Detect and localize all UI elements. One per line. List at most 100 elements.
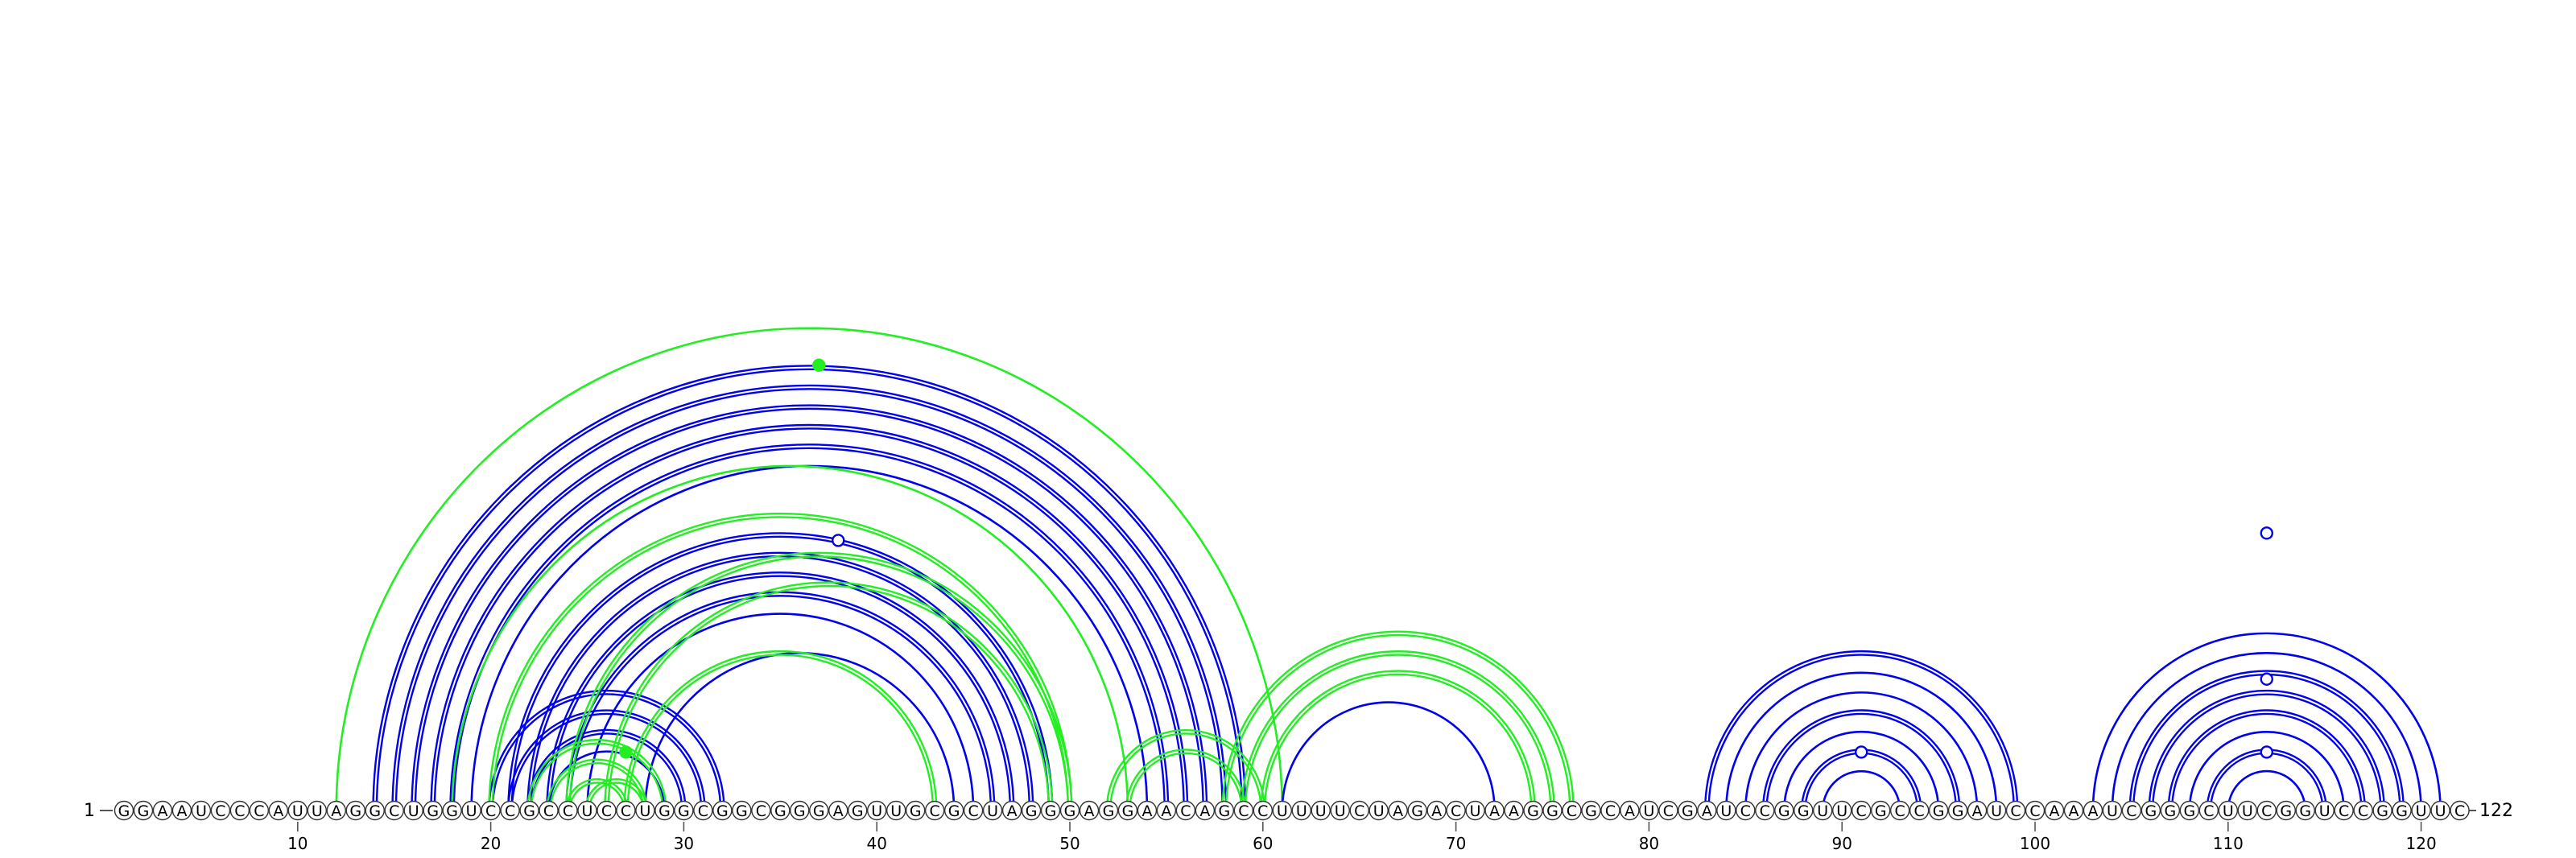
nucleotide: G bbox=[1523, 800, 1543, 821]
nucleotide-letter: C bbox=[1895, 802, 1905, 820]
nucleotide: C bbox=[924, 800, 945, 821]
nucleotide: C bbox=[1175, 800, 1196, 821]
arc-line bbox=[414, 407, 1204, 811]
arc-marker bbox=[619, 745, 633, 759]
nucleotide: U bbox=[1465, 800, 1485, 821]
nucleotide: C bbox=[229, 800, 250, 821]
nucleotide: U bbox=[1986, 800, 2007, 821]
nucleotide: U bbox=[403, 800, 423, 821]
arc-line bbox=[1105, 728, 1266, 811]
nucleotide-letter: C bbox=[2126, 802, 2136, 820]
nucleotide-letter: C bbox=[505, 802, 515, 820]
nucleotide: C bbox=[2121, 800, 2142, 821]
nucleotide: G bbox=[1098, 800, 1119, 821]
nucleotide-letter: C bbox=[1567, 802, 1577, 820]
tick-axis: 10 20 30 40 50 60 70 80 90 100 110 120 bbox=[287, 822, 2437, 853]
nucleotide-letter: C bbox=[215, 802, 225, 820]
nucleotide-letter: G bbox=[2299, 802, 2311, 820]
nucleotide-letter: C bbox=[930, 802, 940, 820]
tick-label: 20 bbox=[481, 834, 501, 853]
nucleotide-letter: G bbox=[1778, 802, 1790, 820]
nucleotide-letter: U bbox=[1643, 802, 1654, 820]
nucleotide-letter: A bbox=[1489, 802, 1500, 820]
arc-line bbox=[604, 581, 1054, 811]
nucleotide-letter: U bbox=[2242, 802, 2253, 820]
nucleotide: G bbox=[2179, 800, 2200, 821]
nucleotide-circle bbox=[635, 800, 655, 821]
nucleotide-letter: G bbox=[794, 802, 806, 820]
nucleotide: A bbox=[171, 800, 192, 821]
arc-line bbox=[623, 650, 938, 811]
nucleotide-circle bbox=[1504, 800, 1524, 821]
arc-line bbox=[549, 575, 1012, 811]
arc-line bbox=[391, 384, 1228, 811]
arc-21-49 bbox=[507, 532, 1054, 811]
nucleotide: G bbox=[1947, 800, 1968, 821]
nucleotide-letter: C bbox=[698, 802, 708, 820]
arc-line bbox=[449, 443, 1170, 811]
nucleotide-circle bbox=[1195, 800, 1216, 821]
arc-line bbox=[2151, 693, 2382, 811]
nucleotide-letter: A bbox=[1624, 802, 1635, 820]
nucleotide: C bbox=[1851, 800, 1872, 821]
nucleotide-circle bbox=[1523, 800, 1543, 821]
nucleotide: G bbox=[732, 800, 752, 821]
nucleotide-letter: A bbox=[1509, 802, 1519, 820]
nucleotide-circle bbox=[423, 800, 443, 821]
nucleotide-circle bbox=[2237, 800, 2258, 821]
arc-22-29 bbox=[526, 738, 667, 811]
arcs-layer bbox=[335, 327, 2442, 811]
nucleotide-letter: A bbox=[1084, 802, 1095, 820]
nucleotide-circle bbox=[2218, 800, 2239, 821]
nucleotide-circle bbox=[2121, 800, 2142, 821]
nucleotide: G bbox=[712, 800, 733, 821]
nucleotide: C bbox=[2025, 800, 2046, 821]
nucleotide: U bbox=[1291, 800, 1311, 821]
arc-110-114 bbox=[2227, 769, 2307, 811]
nucleotide: C bbox=[539, 800, 559, 821]
arc-line bbox=[2148, 689, 2386, 811]
nucleotide: G bbox=[1581, 800, 1601, 821]
nucleotide-circle bbox=[365, 800, 385, 821]
arc-104-120 bbox=[2111, 652, 2422, 811]
nucleotide-circle bbox=[1214, 800, 1235, 821]
nucleotide: C bbox=[1909, 800, 1930, 821]
nucleotide-letter: A bbox=[1199, 802, 1210, 820]
nucleotide-circle bbox=[905, 800, 926, 821]
nucleotide-letter: A bbox=[1141, 802, 1152, 820]
nucleotide: C bbox=[1600, 800, 1620, 821]
nucleotide-letter: C bbox=[2010, 802, 2021, 820]
nucleotide-circle bbox=[1001, 800, 1022, 821]
nucleotide-circle bbox=[326, 800, 346, 821]
nucleotide: A bbox=[2044, 800, 2065, 821]
nucleotide-circle bbox=[1156, 800, 1177, 821]
nucleotide-letter: G bbox=[813, 802, 825, 820]
nucleotide-letter: U bbox=[639, 802, 650, 820]
nucleotide: A bbox=[1079, 800, 1100, 821]
arc-line bbox=[2170, 712, 2363, 811]
arc-line bbox=[452, 447, 1166, 811]
nucleotide-letter: G bbox=[1933, 802, 1945, 820]
arc-21-31 bbox=[507, 709, 706, 811]
nucleotide-circle bbox=[1040, 800, 1061, 821]
nucleotide: G bbox=[133, 800, 154, 821]
nucleotide: A bbox=[1195, 800, 1216, 821]
nucleotide-letter: C bbox=[1913, 802, 1924, 820]
nucleotide-circle bbox=[2314, 800, 2334, 821]
arc-line bbox=[1224, 633, 1571, 811]
arc-line bbox=[488, 689, 725, 811]
nucleotide-letter: C bbox=[621, 802, 631, 820]
nucleotide-circle bbox=[152, 800, 173, 821]
nucleotide-circle bbox=[403, 800, 423, 821]
nucleotide-circle bbox=[732, 800, 752, 821]
nucleotide-letter: U bbox=[1991, 802, 2002, 820]
arc-83-99 bbox=[1703, 650, 2019, 811]
arc-line bbox=[510, 712, 703, 811]
arc-line bbox=[507, 532, 1054, 811]
nucleotide: A bbox=[1967, 800, 1988, 821]
arc-line bbox=[335, 327, 1284, 811]
nucleotide-circle bbox=[171, 800, 192, 821]
nucleotide: C bbox=[693, 800, 713, 821]
arc-line bbox=[433, 427, 1185, 811]
nucleotide: G bbox=[1021, 800, 1042, 821]
